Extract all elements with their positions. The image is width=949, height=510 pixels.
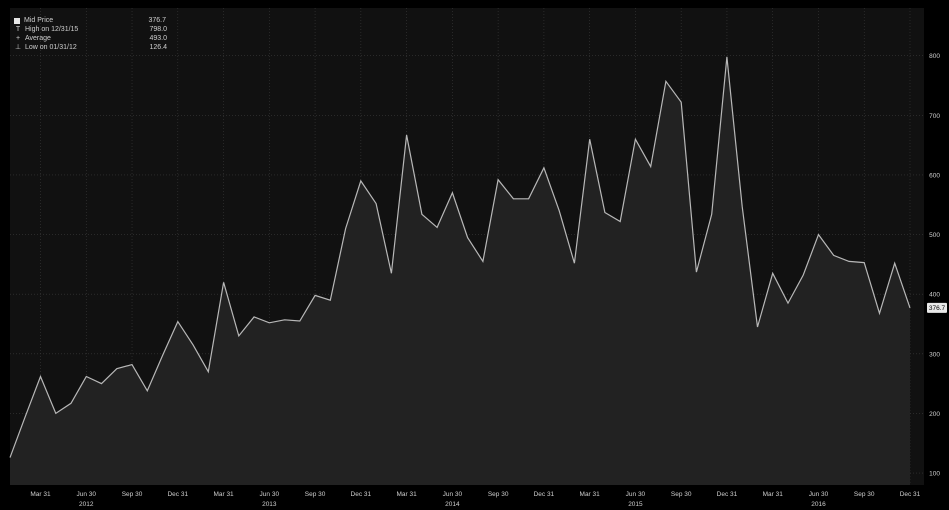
- x-tick-label: Mar 31: [580, 491, 601, 498]
- x-tick-label: Dec 31: [351, 491, 372, 498]
- series-area-mid-price: [10, 56, 910, 486]
- legend-swatch: [14, 17, 20, 24]
- x-tick-label: Dec 31: [167, 491, 188, 498]
- x-tick-label: Mar 31: [396, 491, 417, 498]
- x-tick-label: Sep 30: [671, 491, 692, 498]
- x-tick-label: Dec 31: [717, 491, 738, 498]
- x-year-label: 2013: [262, 501, 277, 508]
- legend-marker-icon: T: [15, 26, 21, 33]
- last-value-badge-box: [927, 302, 947, 313]
- y-axis: 100 200 300 400 500 600 700 800: [929, 53, 940, 477]
- x-year-label: 2014: [445, 501, 460, 508]
- y-tick-label: 500: [929, 232, 940, 239]
- legend-marker-icon: +: [15, 35, 21, 42]
- series-line-mid-price: [9, 56, 911, 458]
- x-tick-label: Sep 30: [854, 491, 875, 498]
- legend-label: High on 12/31/15: [25, 26, 79, 33]
- x-tick-label: Sep 30: [305, 491, 326, 498]
- legend-value: 493.0: [149, 35, 167, 42]
- last-value-label: 376.7: [929, 305, 946, 312]
- legend-item: ⊥ Low on 01/31/12 126.4: [14, 43, 167, 52]
- x-tick-label: Jun 30: [443, 491, 463, 498]
- x-year-label: 2016: [811, 501, 826, 508]
- legend-label: Average: [25, 35, 51, 42]
- x-tick-label: Mar 31: [213, 491, 234, 498]
- x-year-label: 2015: [628, 501, 643, 508]
- last-value-badge: 376.7: [927, 302, 947, 313]
- x-tick-label: Mar 31: [30, 491, 51, 498]
- x-tick-label: Jun 30: [809, 491, 829, 498]
- legend-value: 126.4: [149, 44, 167, 51]
- y-tick-label: 600: [929, 172, 940, 179]
- x-tick-label: Jun 30: [626, 491, 646, 498]
- y-tick-label: 100: [929, 471, 940, 478]
- legend-value: 798.0: [149, 26, 167, 33]
- x-tick-label: Sep 30: [488, 491, 509, 498]
- x-tick-label: Jun 30: [77, 491, 97, 498]
- y-tick-label: 400: [929, 292, 940, 299]
- legend-item: T High on 12/31/15 798.0: [14, 25, 167, 34]
- legend-value: 376.7: [148, 17, 166, 24]
- x-tick-label: Dec 31: [534, 491, 555, 498]
- y-tick-label: 800: [929, 53, 940, 60]
- x-axis: Mar 31 Jun 30 Sep 30 Dec 31 Mar 31 Jun 30 Sep …: [30, 491, 920, 508]
- legend: Mid Price 376.7 T High on 12/31/15 798.0…: [14, 16, 167, 52]
- legend-label: Mid Price: [24, 17, 54, 24]
- x-tick-label: Jun 30: [260, 491, 280, 498]
- x-tick-label: Dec 31: [900, 491, 921, 498]
- legend-item: + Average 493.0: [14, 34, 167, 43]
- y-tick-label: 700: [929, 113, 940, 120]
- x-year-label: 2012: [79, 501, 94, 508]
- x-tick-label: Sep 30: [122, 491, 143, 498]
- legend-marker-icon: ⊥: [14, 44, 22, 51]
- y-tick-label: 300: [929, 351, 940, 358]
- legend-label: Low on 01/31/12: [25, 44, 77, 51]
- x-tick-label: Mar 31: [763, 491, 784, 498]
- y-tick-label: 200: [929, 411, 940, 418]
- legend-item: Mid Price 376.7: [14, 16, 167, 25]
